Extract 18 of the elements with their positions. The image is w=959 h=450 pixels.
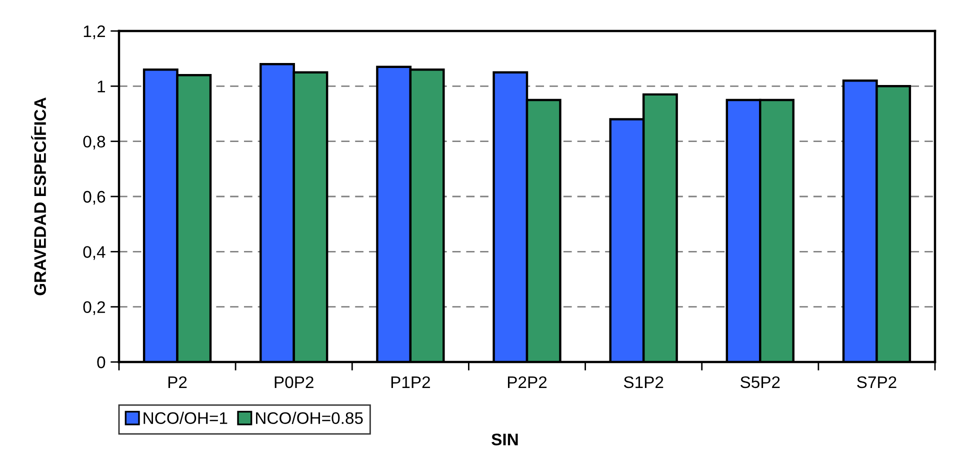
- x-tick-label: P2: [168, 376, 187, 388]
- y-tick-label: 0,2: [83, 301, 105, 316]
- y-tick-label: 0,8: [83, 136, 106, 150]
- x-tick-label: S7P2: [857, 376, 896, 388]
- legend-label: NCO/OH=1: [144, 412, 228, 424]
- x-tick-label: S1P2: [624, 376, 664, 388]
- x-tick-label: P1P2: [391, 376, 430, 388]
- y-axis-title: GRAVEDAD ESPECÍFICA: [31, 98, 46, 296]
- x-tick-label: P0P2: [274, 376, 314, 388]
- y-tick-label: 0,6: [83, 190, 106, 205]
- legend-label: NCO/OH=0.85: [256, 412, 363, 424]
- y-tick-label: 1,2: [84, 25, 105, 40]
- y-tick-label: 0: [97, 356, 106, 368]
- y-tick-label: 0,4: [83, 246, 106, 260]
- x-axis-title: SIN: [492, 434, 518, 446]
- x-tick-label: S5P2: [740, 376, 780, 388]
- x-tick-label: P2P2: [508, 376, 547, 388]
- y-tick-label: 1: [98, 80, 105, 92]
